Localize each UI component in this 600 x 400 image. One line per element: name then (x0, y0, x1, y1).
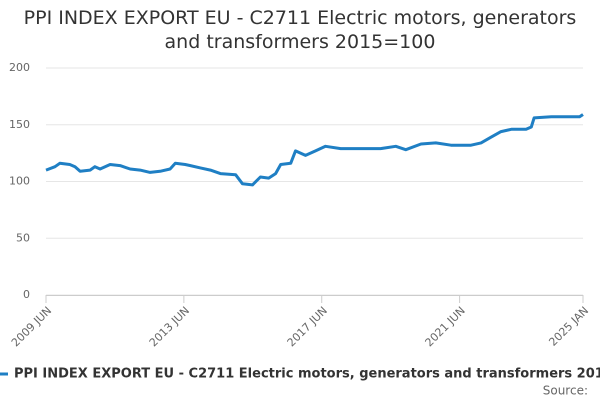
source: Source: (543, 384, 588, 398)
y-tick-label: 100 (9, 175, 30, 188)
x-tick-label: 2017 JUN (285, 304, 330, 349)
y-tick-label: 200 (9, 61, 30, 74)
legend-label: PPI INDEX EXPORT EU - C2711 Electric mot… (14, 367, 600, 382)
y-tick-label: 0 (23, 288, 30, 301)
data-line (45, 113, 584, 187)
x-tick-label: 2021 JUN (423, 304, 468, 349)
x-tick-label: 2009 JUN (9, 304, 54, 349)
x-tick-label: 2025 JAN (546, 304, 591, 349)
x-tick-label: 2013 JUN (147, 304, 192, 349)
y-tick-label: 50 (16, 231, 30, 244)
y-tick-label: 150 (9, 118, 30, 131)
chart-title: PPI INDEX EXPORT EU - C2711 Electric mot… (23, 7, 577, 53)
